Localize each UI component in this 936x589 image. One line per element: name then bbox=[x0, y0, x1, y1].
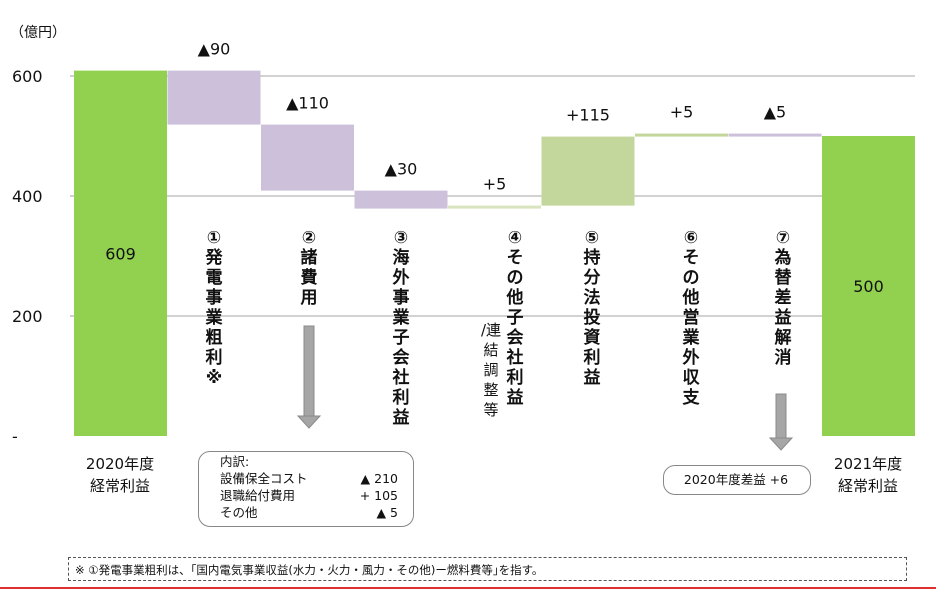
y-tick-label: 400 bbox=[12, 187, 43, 206]
breakdown-title: 内訳: bbox=[220, 454, 250, 469]
bar-delta-label: ▲5 bbox=[764, 103, 786, 122]
bar-delta bbox=[635, 133, 728, 137]
bar-delta bbox=[728, 133, 822, 137]
bar-delta bbox=[261, 124, 354, 191]
bar-delta bbox=[448, 205, 541, 209]
bar-delta-label: ▲110 bbox=[286, 94, 329, 113]
bar-value-label: 500 bbox=[853, 277, 884, 296]
down-arrow-icon-head bbox=[296, 415, 322, 429]
y-tick-label: 200 bbox=[12, 307, 43, 326]
breakdown-row-value: + 105 bbox=[359, 488, 398, 503]
bar-delta bbox=[354, 190, 448, 209]
bar-delta bbox=[167, 70, 261, 125]
footnote: ※ ①発電事業粗利は、｢国内電気事業収益(水力・火力・風力・その他)ー燃料費等｣… bbox=[68, 557, 907, 581]
breakdown-row-name: 退職給付費用 bbox=[220, 488, 296, 503]
breakdown-row-value: ▲ 5 bbox=[376, 505, 398, 520]
y-tick-label: 600 bbox=[12, 67, 43, 86]
y-tick-label: - bbox=[12, 427, 18, 446]
category-2020-line1: 2020年度 bbox=[85, 455, 155, 473]
bar-delta-label: ▲90 bbox=[198, 40, 231, 59]
breakdown-row-name: その他 bbox=[220, 505, 258, 520]
factor-label-4: ④その他子会社利益 bbox=[506, 228, 524, 408]
factor-label-7: ⑦為替差益解消 bbox=[774, 228, 792, 368]
factor-label-4-sub: /連結調整等 bbox=[480, 321, 502, 419]
factor-label-5: ⑤持分法投資利益 bbox=[583, 228, 601, 388]
unit-label: （億円） bbox=[10, 25, 66, 41]
breakdown-row-value: ▲ 210 bbox=[360, 471, 398, 486]
bar-total bbox=[74, 70, 167, 436]
factor-label-2: ②諸費用 bbox=[300, 228, 318, 308]
down-arrow-icon-shaft bbox=[303, 325, 315, 417]
category-2021: 2021年度 経常利益 bbox=[808, 453, 928, 497]
bar-delta-label: +5 bbox=[483, 175, 507, 194]
factor-label-1: ①発電事業粗利※ bbox=[205, 228, 223, 388]
breakdown-bracket bbox=[198, 451, 414, 527]
category-2020: 2020年度 経常利益 bbox=[60, 453, 180, 497]
bar-delta-label: ▲30 bbox=[385, 160, 418, 179]
category-2020-line2: 経常利益 bbox=[89, 477, 150, 495]
factor-label-6: ⑥その他営業外収支 bbox=[682, 228, 700, 408]
bar-total bbox=[822, 136, 915, 436]
bar-delta-label: +115 bbox=[566, 106, 610, 125]
down-arrow-icon-head bbox=[768, 437, 794, 451]
fx-note: 2020年度差益 +6 bbox=[683, 472, 789, 487]
fx-note-bracket bbox=[663, 465, 811, 495]
breakdown-row-name: 設備保全コスト bbox=[220, 471, 308, 486]
bottom-rule bbox=[0, 587, 936, 589]
category-2021-line1: 2021年度 bbox=[833, 455, 903, 473]
bar-delta-label: +5 bbox=[670, 103, 694, 122]
bar-delta bbox=[541, 136, 635, 206]
category-2021-line2: 経常利益 bbox=[837, 477, 898, 495]
bar-value-label: 609 bbox=[105, 244, 136, 263]
factor-label-3: ③海外事業子会社利益 bbox=[392, 228, 410, 428]
down-arrow-icon-shaft bbox=[775, 393, 787, 439]
